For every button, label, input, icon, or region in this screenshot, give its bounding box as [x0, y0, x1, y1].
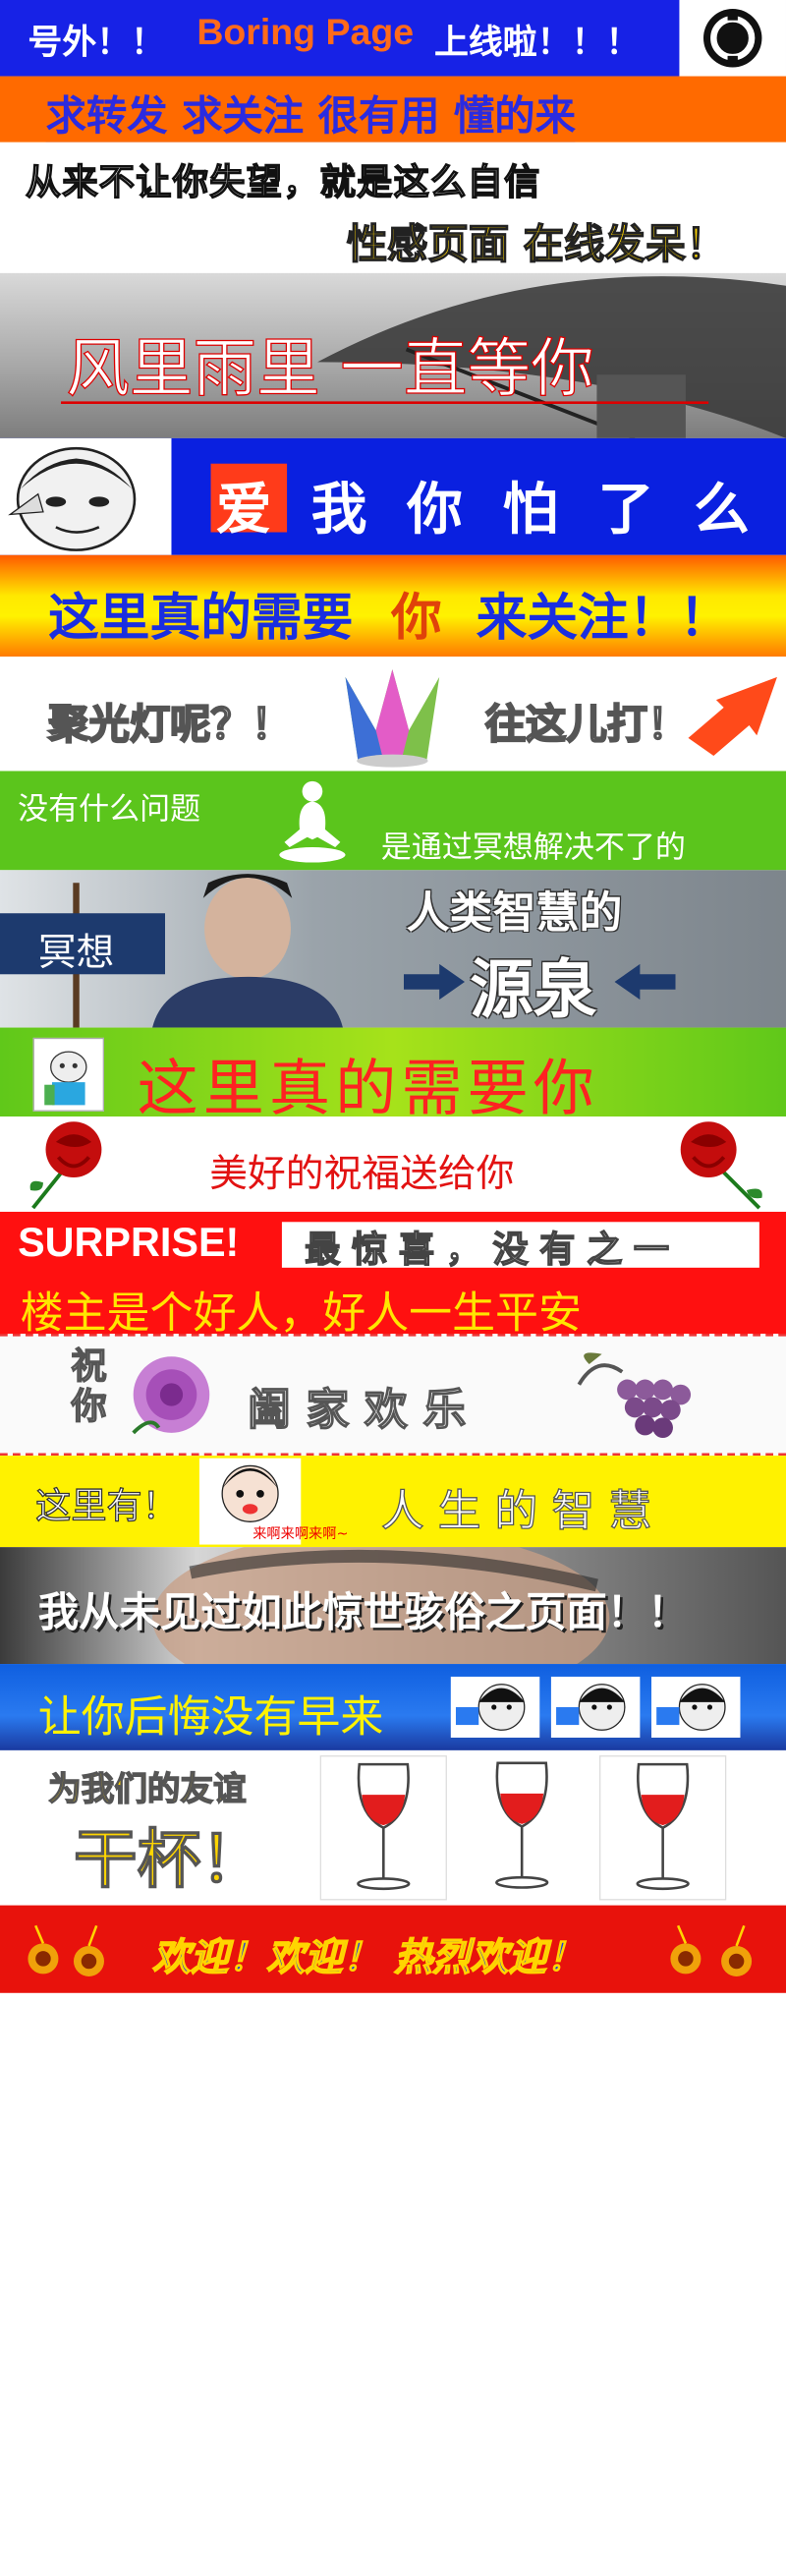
banner-text: 让你后悔没有早来: [37, 1691, 384, 1744]
banner-never-seen: 我从未见过如此惊世骇俗之页面！！: [0, 1547, 786, 1665]
banner-text-prefix: 号外！！: [28, 23, 166, 63]
arrow-left-icon: [614, 963, 676, 1001]
box-text: 最惊喜，没有之一: [305, 1228, 681, 1271]
banner-text: 我 你 怕 了 么: [310, 477, 760, 543]
banner-text: 求转发 求关注 很有用 懂的来: [46, 84, 576, 142]
banner-text-right: 往这儿打！: [484, 699, 690, 749]
banner-need-you: 这里真的需要 你 来关注！！: [0, 554, 786, 658]
meme-face-icon: [450, 1676, 540, 1739]
meme-face-icon: [198, 1458, 302, 1545]
banner-text-right: 人 生 的 智 慧: [380, 1485, 652, 1537]
firecracker-icon: [18, 1920, 144, 1981]
banner-love-me: 爱 我 你 怕 了 么: [0, 437, 786, 555]
man-closeup-photo: [152, 1547, 610, 1665]
banner-text: 阖家欢乐: [247, 1384, 481, 1436]
banner-text-left: 这里有！: [35, 1484, 179, 1527]
logo-icon: [679, 0, 786, 77]
red-arrow-icon: [686, 669, 785, 758]
banner-text: 这里真的需要你: [137, 1053, 600, 1117]
banner-text-brand: Boring Page: [196, 12, 415, 54]
banner-text-left: 聚光灯呢？！: [47, 699, 293, 749]
banner-text-left: 没有什么问题: [18, 791, 201, 828]
banner-spotlight: 聚光灯呢？！ 往这儿打！: [0, 657, 786, 772]
banner-text-line1: 为我们的友谊: [47, 1770, 247, 1809]
banner-text-line2: 源泉: [470, 952, 597, 1027]
firecracker-icon: [647, 1920, 774, 1981]
banner-text-line1: 人类智慧的: [406, 887, 623, 940]
banner-need-you-green: 这里真的需要你: [0, 1027, 786, 1117]
banner-text-line2: 干杯！: [73, 1821, 264, 1898]
banner-confidence: 从来不让你失望，就是这么自信 性感页面 在线发呆！: [0, 142, 786, 273]
banner-wisdom-source: 冥想 人类智慧的 源泉: [0, 870, 786, 1028]
banner-boring-page: 号外！！ Boring Page 上线啦！！！: [0, 0, 786, 77]
banner-surprise: SURPRISE! 最惊喜，没有之一 楼主是个好人，好人一生平安: [0, 1211, 786, 1335]
chrysanthemum-icon: [121, 1344, 222, 1445]
banner-cheers: 为我们的友谊 干杯！: [0, 1749, 786, 1906]
banner-life-wisdom: 这里有！ 来啊来啊来啊~ 人 生 的 智 慧: [0, 1456, 786, 1548]
column-text: 祝你: [66, 1345, 109, 1428]
rose-icon: [665, 1119, 766, 1211]
wine-glass-icon: [599, 1755, 727, 1901]
face-caption: 来啊来啊来啊~: [253, 1525, 349, 1542]
banner-text-right: 是通过冥想解决不了的: [380, 829, 686, 866]
arrow-right-icon: [403, 963, 466, 1001]
banner-family-happiness: 祝你 阖家欢乐: [0, 1334, 786, 1457]
banner-text-suffix: 上线啦！！！: [434, 23, 641, 63]
banner-text-c: 来关注！！: [476, 589, 731, 649]
banner-waiting-rain: 风里雨里 一直等你: [0, 272, 786, 438]
meditation-icon: [277, 778, 348, 865]
meme-face-icon: [0, 437, 172, 555]
banner-text: 欢迎！欢迎！ 热烈欢迎！: [151, 1935, 586, 1981]
meme-face-icon: [550, 1676, 641, 1739]
meme-face-icon: [651, 1676, 741, 1739]
rose-icon: [26, 1119, 120, 1211]
banner-text: 美好的祝福送给你: [209, 1152, 515, 1197]
banner-text-line1: 从来不让你失望，就是这么自信: [25, 160, 541, 203]
man-photo: [73, 874, 343, 1028]
crown-spotlight-icon: [338, 667, 447, 769]
wine-glass-icon: [460, 1755, 585, 1898]
banner-text: 我从未见过如此惊世骇俗之页面！！: [37, 1587, 689, 1636]
banner-text: 风里雨里 一直等你: [66, 331, 595, 406]
banner-welcome: 欢迎！欢迎！ 热烈欢迎！: [0, 1905, 786, 1993]
cartoon-sticker-icon: [32, 1037, 104, 1112]
love-glyph: 爱: [215, 477, 272, 543]
umbrella-photo: [317, 276, 786, 438]
surprise-text: SURPRISE!: [18, 1219, 240, 1266]
banner-meditation: 没有什么问题 是通过冥想解决不了的: [0, 771, 786, 871]
banner-text-line2: 楼主是个好人，好人一生平安: [20, 1288, 582, 1335]
banner-text-b: 你: [391, 589, 442, 649]
banner-blessing: 美好的祝福送给你: [0, 1116, 786, 1212]
banner-text-line2: 性感页面 在线发呆！: [346, 219, 727, 268]
wine-glass-icon: [319, 1755, 447, 1901]
banner-regret: 让你后悔没有早来: [0, 1664, 786, 1750]
tag-text: 冥想: [37, 931, 115, 976]
banner-text-a: 这里真的需要: [48, 589, 354, 649]
banner-share-follow: 求转发 求关注 很有用 懂的来: [0, 76, 786, 143]
grapes-icon: [572, 1346, 724, 1448]
